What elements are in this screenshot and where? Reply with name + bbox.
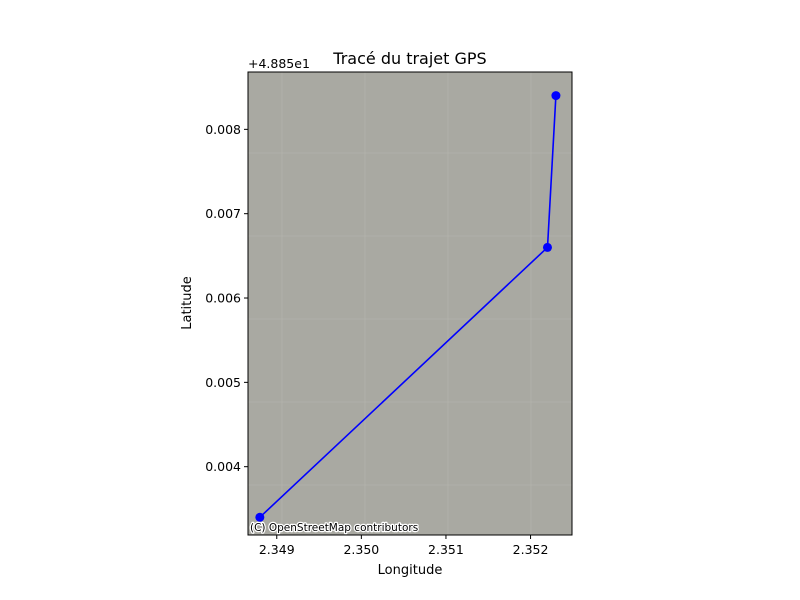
x-tick-label: 2.349 bbox=[259, 542, 295, 557]
track-point bbox=[255, 512, 265, 522]
map-attribution: (C) OpenStreetMap contributors bbox=[250, 522, 418, 534]
y-tick-label: 0.004 bbox=[205, 459, 241, 474]
chart-title: Tracé du trajet GPS bbox=[332, 49, 486, 68]
x-tick-label: 2.351 bbox=[428, 542, 464, 557]
map-background bbox=[248, 72, 572, 535]
y-axis: 0.004 0.005 0.006 0.007 0.008 bbox=[205, 122, 248, 474]
x-tick-label: 2.352 bbox=[513, 542, 549, 557]
y-tick-label: 0.005 bbox=[205, 375, 241, 390]
y-offset-label: +4.885e1 bbox=[248, 56, 310, 71]
y-tick-label: 0.007 bbox=[205, 206, 241, 221]
x-axis-label: Longitude bbox=[378, 563, 443, 578]
x-axis: 2.349 2.350 2.351 2.352 bbox=[259, 535, 549, 557]
track-point bbox=[551, 91, 561, 101]
track-point bbox=[542, 242, 552, 252]
y-tick-label: 0.006 bbox=[205, 291, 241, 306]
y-axis-label: Latitude bbox=[180, 276, 195, 330]
plot-frame bbox=[247, 71, 573, 536]
map-tile-lines bbox=[248, 72, 572, 535]
y-tick-label: 0.008 bbox=[205, 122, 241, 137]
track-series bbox=[255, 91, 561, 522]
x-tick-label: 2.350 bbox=[343, 542, 379, 557]
